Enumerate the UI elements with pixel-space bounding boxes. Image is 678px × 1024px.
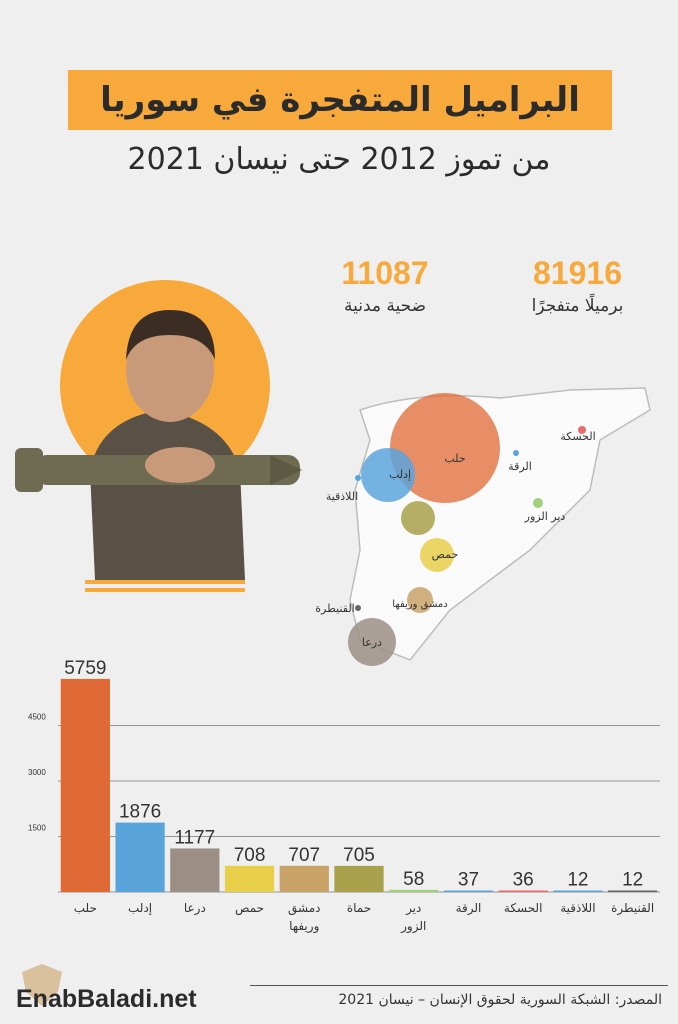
- stat-barrels-value: 81916: [533, 255, 622, 291]
- bar-value-label: 707: [288, 845, 320, 866]
- map-label-aleppo: حلب: [444, 452, 465, 465]
- bar: [498, 890, 548, 892]
- logo-badge-icon: [22, 964, 62, 1006]
- map-label-homs: حمص: [432, 548, 459, 561]
- map-label-raqqa: الرقة: [508, 460, 532, 473]
- bar-value-label: 5759: [64, 658, 106, 679]
- stat-barrels-label: برميلًا متفجرًا: [531, 296, 624, 316]
- bar-value-label: 12: [567, 870, 588, 891]
- map-label-latakia: اللاذقية: [326, 490, 358, 503]
- map-label-hasakah: الحسكة: [560, 430, 595, 443]
- bar: [608, 890, 658, 892]
- footer-divider: [250, 985, 668, 986]
- category-label: دير: [405, 901, 421, 916]
- y-tick-label: 4500: [28, 713, 46, 722]
- stat-victims-label: ضحية مدنية: [343, 296, 427, 316]
- title-banner: البراميل المتفجرة في سوريا: [68, 70, 612, 130]
- bar-value-label: 705: [343, 845, 375, 866]
- category-label: دمشق: [288, 901, 320, 916]
- bar: [389, 889, 439, 892]
- bar-value-label: 37: [458, 870, 479, 891]
- bar: [224, 865, 275, 892]
- bar-value-label: 58: [403, 869, 424, 890]
- bar: [170, 848, 220, 892]
- bar-value-label: 36: [513, 870, 534, 891]
- category-label: حماة: [347, 901, 371, 915]
- category-label: الزور: [400, 919, 426, 934]
- map-label-idlib: إدلب: [389, 468, 411, 481]
- stat-victims: 11087 ضحية مدنية: [320, 255, 450, 316]
- bar-value-label: 12: [622, 870, 643, 891]
- bar: [334, 865, 384, 892]
- category-label: الحسكة: [504, 901, 543, 915]
- category-label: اللاذقية: [560, 901, 595, 915]
- y-tick-label: 3000: [28, 768, 46, 777]
- map-label-damascus: دمشق وريفها: [392, 599, 447, 610]
- category-label: القنيطرة: [611, 901, 654, 916]
- category-label: وريفها: [289, 919, 319, 934]
- syria-map: حلب إدلب اللاذقية الرقة الحسكة دير الزور…: [315, 387, 651, 666]
- bar: [279, 865, 329, 892]
- bar: [60, 678, 110, 892]
- bar-value-label: 1876: [119, 802, 161, 823]
- category-label: حلب: [74, 901, 97, 915]
- bar: [553, 890, 603, 892]
- bar-value-label: 1177: [174, 827, 215, 848]
- site-logo: EnabBaladi.net: [16, 985, 197, 1013]
- category-label: درعا: [184, 901, 206, 916]
- category-label: الرقة: [456, 901, 482, 916]
- page-title: البراميل المتفجرة في سوريا: [100, 80, 580, 120]
- category-label: إدلب: [128, 901, 152, 915]
- bar-chart: 1500 3000 4500 5759 حلب 1876 إدلب 1177 درعا 708 حم…: [28, 658, 660, 934]
- stat-barrels: 81916 برميلًا متفجرًا: [510, 255, 645, 316]
- page-subtitle: من تموز 2012 حتى نيسان 2021: [127, 142, 551, 177]
- y-tick-label: 1500: [28, 824, 46, 833]
- category-label: حمص: [235, 901, 264, 916]
- bar: [443, 890, 494, 892]
- map-label-daraa: درعا: [362, 636, 382, 649]
- child-with-barrel-illustration: [15, 280, 302, 592]
- map-label-deirezzor: دير الزور: [524, 510, 566, 523]
- bar-value-label: 708: [234, 845, 266, 866]
- map-label-quneitra: القنيطرة: [315, 602, 354, 615]
- bar: [115, 822, 165, 892]
- source-note: المصدر: الشبكة السورية لحقوق الإنسان – ن…: [338, 992, 662, 1008]
- stat-victims-value: 11087: [341, 255, 429, 291]
